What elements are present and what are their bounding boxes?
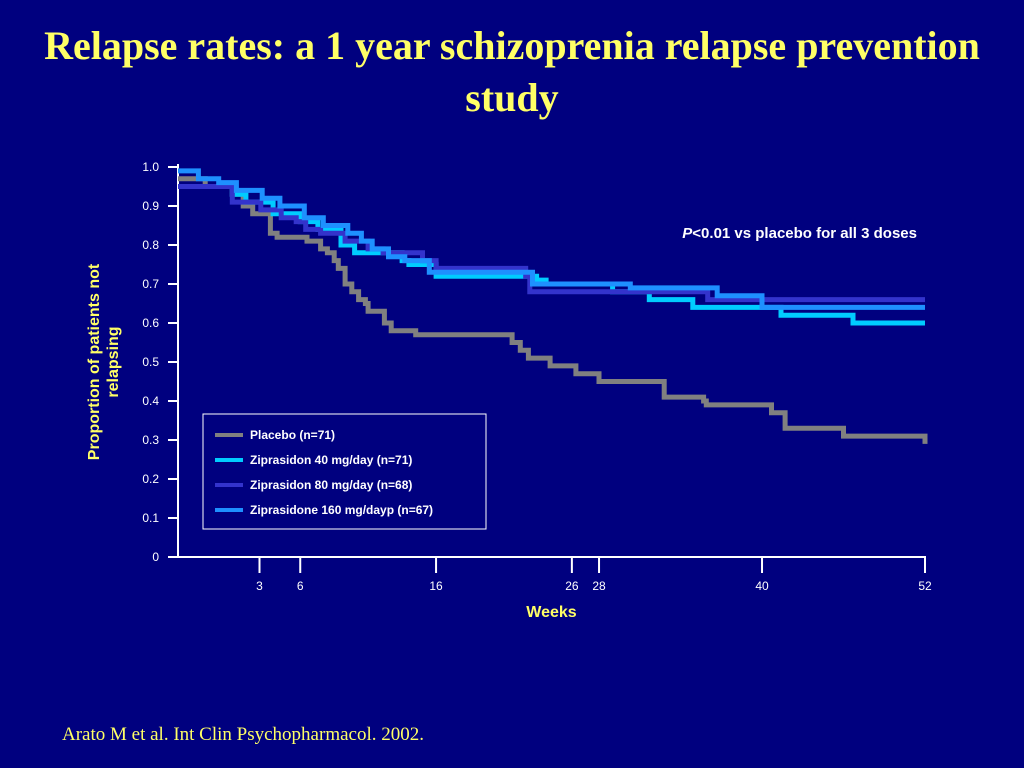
legend-label: Ziprasidon 80 mg/day (n=68) bbox=[250, 478, 412, 492]
slide-title: Relapse rates: a 1 year schizoprenia rel… bbox=[44, 23, 980, 120]
y-tick-label: 0 bbox=[152, 550, 159, 564]
chart-axes: 0 0.1 0.2 0.3 0.4 0.5 0.6 0.7 0.8 0.9 1.0 3 6 16 26 28 4… bbox=[86, 160, 932, 621]
citation: Arato M et al. Int Clin Psychopharmacol.… bbox=[62, 724, 424, 745]
series-line-4 bbox=[178, 168, 925, 310]
annotation-rest: <0.01 vs placebo for all 3 doses bbox=[692, 225, 917, 242]
x-tick-label: 52 bbox=[918, 579, 932, 593]
y-tick-label: 0.5 bbox=[142, 355, 159, 369]
x-tick-label: 26 bbox=[565, 579, 579, 593]
y-tick-label: 0.8 bbox=[142, 238, 159, 252]
x-tick-label: 28 bbox=[592, 579, 606, 593]
x-tick-label: 16 bbox=[429, 579, 443, 593]
y-tick-label: 0.6 bbox=[142, 316, 159, 330]
y-tick-label: 0.4 bbox=[142, 394, 159, 408]
x-axis-title: Weeks bbox=[526, 604, 577, 621]
annotation-layer: P<0.01 vs placebo for all 3 doses bbox=[682, 225, 917, 242]
y-tick-label: 0.1 bbox=[142, 511, 159, 525]
y-axis-title-line: relapsing bbox=[105, 326, 122, 397]
series-line-1 bbox=[178, 176, 928, 444]
y-tick-label: 0.7 bbox=[142, 277, 159, 291]
legend-label: Ziprasidone 160 mg/dayp (n=67) bbox=[250, 503, 433, 517]
y-tick-label: 0.3 bbox=[142, 433, 159, 447]
y-axis-title-line: Proportion of patients not bbox=[86, 263, 103, 460]
series-line-3 bbox=[178, 184, 925, 303]
y-axis-title: Proportion of patients not relapsing bbox=[86, 263, 122, 460]
y-tick-label: 0.9 bbox=[142, 199, 159, 213]
legend: Placebo (n=71) Ziprasidon 40 mg/day (n=71… bbox=[202, 413, 487, 530]
x-tick-label: 40 bbox=[755, 579, 769, 593]
x-tick-label: 3 bbox=[256, 579, 263, 593]
y-tick-label: 1.0 bbox=[142, 160, 159, 174]
legend-label: Ziprasidon 40 mg/day (n=71) bbox=[250, 453, 412, 467]
series-layer bbox=[178, 168, 928, 444]
significance-annotation: P<0.01 vs placebo for all 3 doses bbox=[682, 225, 917, 242]
x-tick-label: 6 bbox=[297, 579, 304, 593]
y-tick-label: 0.2 bbox=[142, 472, 159, 486]
legend-label: Placebo (n=71) bbox=[250, 428, 335, 442]
annotation-p: P bbox=[682, 225, 693, 242]
legend-box bbox=[202, 413, 487, 530]
